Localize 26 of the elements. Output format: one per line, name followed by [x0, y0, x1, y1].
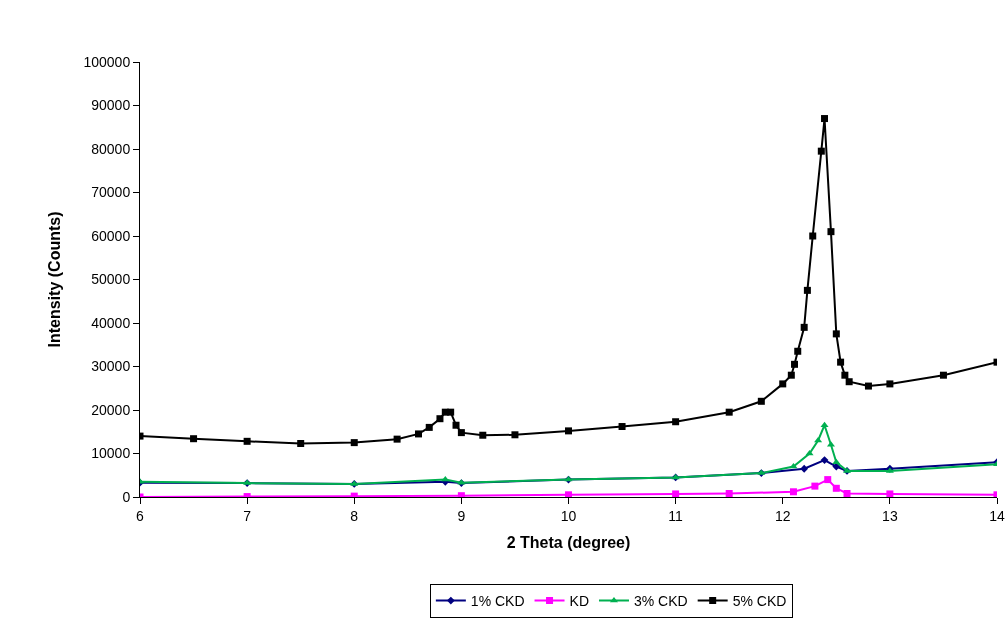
x-tick-label: 8 — [350, 507, 359, 524]
x-tick-label: 13 — [882, 507, 898, 524]
x-tick-label: 7 — [243, 507, 252, 524]
y-tick-label: 60000 — [91, 227, 131, 244]
y-tick-label: 10000 — [91, 445, 131, 462]
x-tick-label: 6 — [136, 507, 145, 524]
legend-label: 3% CKD — [633, 593, 688, 610]
legend-label: KD — [569, 593, 589, 610]
x-tick-label: 9 — [457, 507, 466, 524]
y-tick-label: 90000 — [91, 97, 131, 114]
x-axis-title: 2 Theta (degree) — [506, 534, 631, 552]
legend-label: 5% CKD — [732, 593, 787, 610]
x-tick-label: 12 — [774, 507, 791, 524]
x-tick-label: 11 — [668, 507, 684, 524]
y-tick-label: 30000 — [91, 358, 131, 375]
y-tick-label: 20000 — [91, 401, 131, 418]
y-tick-label: 70000 — [91, 184, 131, 201]
legend-label: 1% CKD — [470, 593, 525, 610]
y-tick-label: 40000 — [91, 314, 131, 331]
y-tick-label: 80000 — [91, 140, 131, 157]
y-tick-label: 0 — [122, 488, 131, 505]
y-axis-title: Intensity (Counts) — [46, 211, 64, 348]
y-tick-label: 50000 — [91, 271, 131, 288]
x-tick-label: 14 — [989, 507, 1005, 524]
x-tick-label: 10 — [560, 507, 577, 524]
y-tick-label: 100000 — [83, 53, 131, 70]
